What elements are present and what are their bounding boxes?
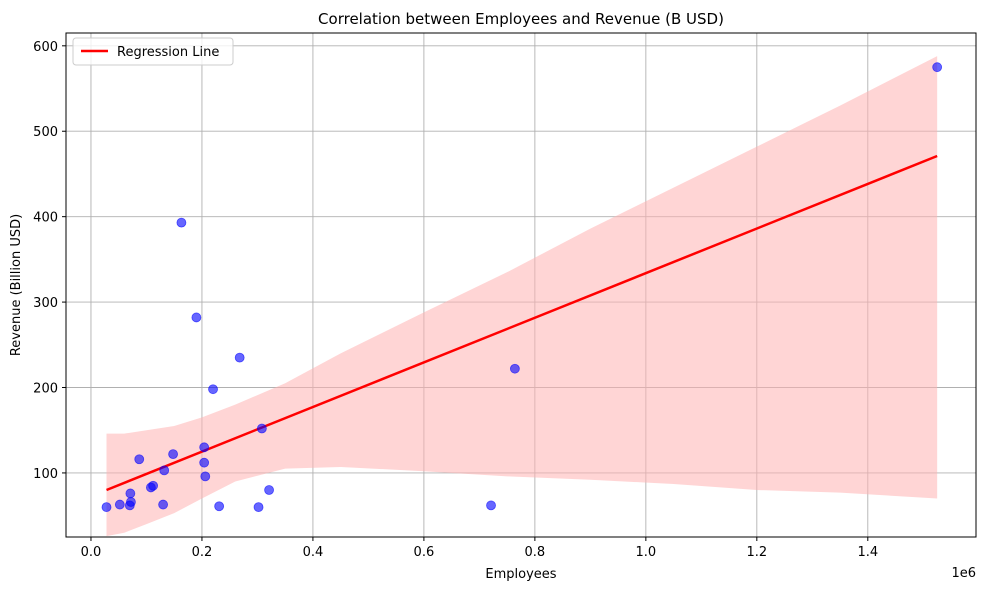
y-tick-label: 300 bbox=[33, 296, 58, 311]
scatter-point bbox=[199, 457, 210, 468]
scatter-point bbox=[176, 217, 187, 228]
scatter-point bbox=[234, 352, 245, 363]
scatter-point bbox=[253, 502, 264, 513]
scatter-point bbox=[486, 500, 496, 511]
regression-line-layer bbox=[106, 154, 938, 492]
scatter-point bbox=[148, 480, 159, 491]
x-tick-label: 0.8 bbox=[525, 545, 546, 560]
scatter-point bbox=[509, 363, 520, 374]
x-tick-label: 1.4 bbox=[857, 545, 878, 560]
x-axis-label: Employees bbox=[485, 567, 556, 582]
x-tick-label: 1.0 bbox=[636, 545, 657, 560]
y-tick-label: 500 bbox=[33, 125, 58, 140]
x-axis-offset-label: 1e6 bbox=[951, 566, 976, 581]
scatter-point bbox=[134, 454, 145, 465]
plot-frame bbox=[65, 32, 977, 538]
confidence-band-layer bbox=[106, 56, 938, 537]
y-tick-label: 100 bbox=[33, 467, 58, 482]
scatter-point bbox=[932, 62, 943, 73]
chart-title: Correlation between Employees and Revenu… bbox=[318, 10, 724, 28]
tick-layer: 0.0 0.2 0.4 0.6 0.8 1.0 1.2 1.4 100 200 300 400 500 6… bbox=[33, 40, 878, 560]
x-tick-label: 0.6 bbox=[414, 545, 435, 560]
scatter-point bbox=[264, 485, 274, 495]
y-tick-label: 400 bbox=[33, 211, 58, 226]
x-tick-label: 0.4 bbox=[303, 545, 324, 560]
y-tick-label: 200 bbox=[33, 382, 58, 397]
scatter-point bbox=[159, 465, 170, 476]
scatter-point bbox=[101, 502, 112, 513]
y-axis-label: Revenue (Billion USD) bbox=[9, 214, 24, 356]
scatter-point bbox=[158, 499, 169, 510]
regression-line bbox=[106, 154, 938, 492]
x-tick-label: 1.2 bbox=[746, 545, 767, 560]
scatter-point bbox=[200, 471, 211, 482]
legend: Regression Line bbox=[72, 37, 234, 66]
scatter-point bbox=[168, 449, 178, 460]
scatter-point bbox=[199, 442, 210, 453]
legend-entry-regression-line: Regression Line bbox=[117, 45, 219, 60]
scatter-points-layer bbox=[101, 62, 943, 513]
scatter-point bbox=[191, 312, 202, 323]
scatter-point bbox=[214, 501, 225, 512]
confidence-band bbox=[106, 56, 938, 537]
x-tick-label: 0.0 bbox=[81, 545, 102, 560]
scatter-point bbox=[256, 423, 267, 434]
x-tick-label: 0.2 bbox=[192, 545, 213, 560]
y-tick-label: 600 bbox=[33, 40, 58, 55]
scatter-point bbox=[114, 499, 125, 510]
scatter-point bbox=[126, 497, 136, 507]
scatter-point bbox=[125, 488, 136, 499]
scatter-point bbox=[208, 384, 218, 395]
legend-box bbox=[72, 37, 234, 66]
